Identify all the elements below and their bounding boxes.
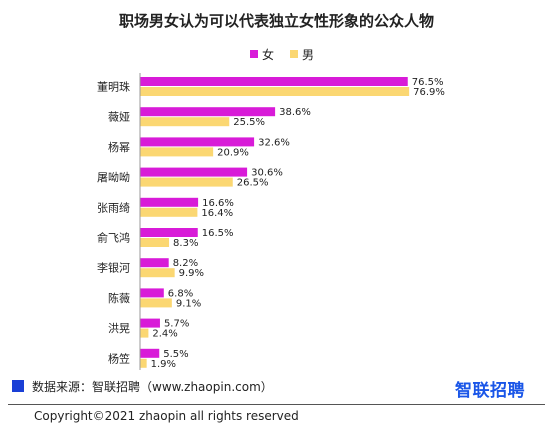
- value-label-male: 9.1%: [176, 298, 201, 309]
- bar-male: [140, 358, 147, 368]
- bar-male: [140, 328, 149, 338]
- category-label: 陈薇: [108, 291, 130, 305]
- value-label-male: 76.9%: [413, 87, 445, 98]
- legend-swatch-0: [250, 50, 258, 58]
- value-label-male: 2.4%: [152, 329, 177, 340]
- copyright-text: Copyright©2021 zhaopin all rights reserv…: [34, 409, 299, 423]
- category-label: 洪晃: [108, 321, 130, 335]
- bar-female: [140, 288, 164, 298]
- value-label-female: 16.5%: [202, 228, 234, 239]
- category-label: 薇娅: [108, 110, 130, 124]
- value-label-female: 5.7%: [164, 319, 189, 330]
- value-label-female: 16.6%: [202, 198, 234, 209]
- legend-label-0: 女: [262, 47, 274, 62]
- value-label-male: 9.9%: [179, 268, 204, 279]
- bar-male: [140, 268, 175, 278]
- category-label: 俞飞鸿: [97, 231, 130, 245]
- bar-male: [140, 238, 170, 247]
- legend-swatch-1: [290, 50, 298, 58]
- bar-male: [140, 177, 233, 187]
- value-label-male: 20.9%: [217, 147, 249, 158]
- value-label-male: 1.9%: [151, 359, 176, 370]
- bar-female: [140, 167, 248, 177]
- bar-male: [140, 147, 214, 157]
- source-marker: [12, 380, 24, 392]
- value-label-female: 38.6%: [279, 107, 311, 118]
- category-label: 屠呦呦: [97, 170, 130, 184]
- chart-title: 职场男女认为可以代表独立女性形象的公众人物: [118, 12, 434, 30]
- source-text: 数据来源：智联招聘（www.zhaopin.com）: [32, 380, 273, 394]
- value-label-male: 8.3%: [173, 238, 198, 249]
- bar-male: [140, 298, 172, 308]
- category-label: 张雨绮: [97, 200, 130, 214]
- value-label-female: 32.6%: [258, 137, 290, 148]
- bar-female: [140, 318, 160, 328]
- value-label-male: 26.5%: [237, 178, 269, 189]
- bar-female: [140, 107, 276, 117]
- zhaopin-logo: 智联招聘: [455, 381, 525, 401]
- value-label-female: 76.5%: [412, 77, 444, 88]
- bar-female: [140, 197, 199, 207]
- bar-female: [140, 228, 198, 237]
- legend-label-1: 男: [302, 48, 314, 62]
- bar-male: [140, 117, 230, 127]
- category-label: 杨幂: [108, 140, 130, 154]
- category-label: 杨笠: [108, 351, 130, 365]
- value-label-female: 8.2%: [173, 258, 198, 269]
- value-label-female: 6.8%: [168, 288, 193, 299]
- value-label-male: 25.5%: [233, 117, 265, 128]
- bar-female: [140, 137, 255, 147]
- bar-female: [140, 348, 160, 358]
- bar-male: [140, 87, 410, 96]
- category-label: 董明珠: [97, 80, 130, 94]
- bar-female: [140, 258, 169, 268]
- value-label-male: 16.4%: [201, 208, 233, 219]
- bar-female: [140, 77, 408, 86]
- value-label-female: 5.5%: [163, 349, 188, 360]
- bar-male: [140, 207, 198, 217]
- category-label: 李银河: [97, 261, 130, 275]
- value-label-female: 30.6%: [251, 168, 283, 179]
- footer-divider: [8, 404, 545, 405]
